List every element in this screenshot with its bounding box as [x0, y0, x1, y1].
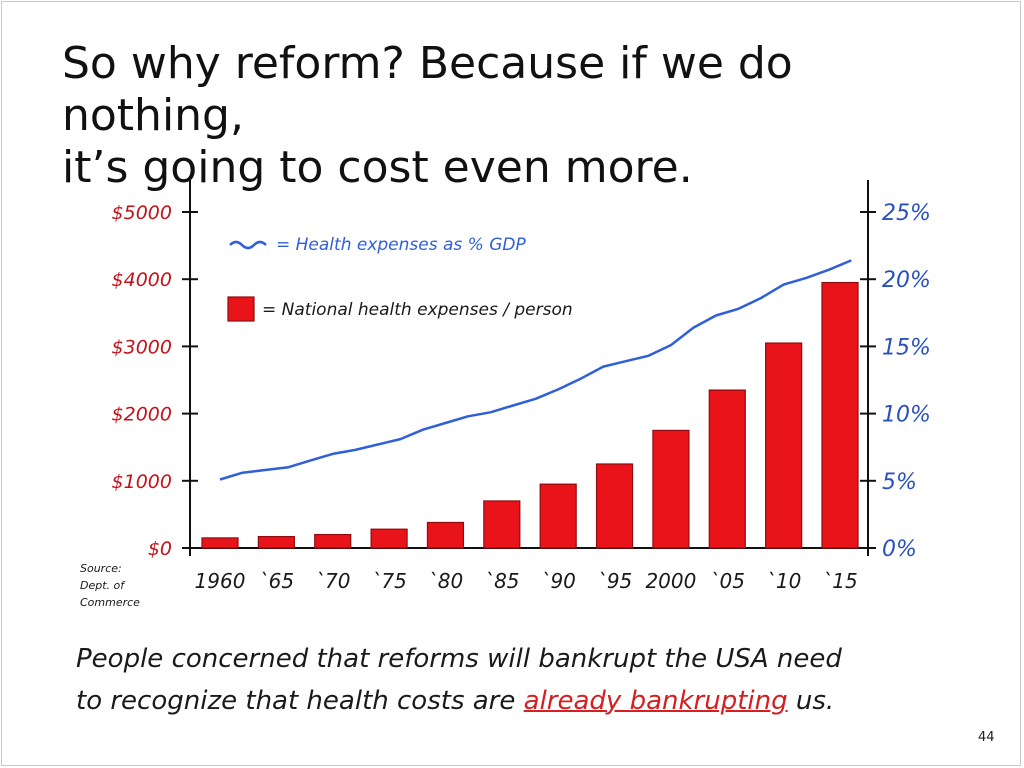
x-tick-label: `65: [259, 569, 294, 593]
left-tick-label: $2000: [112, 404, 172, 426]
slide-title: So why reform? Because if we do nothing,…: [62, 38, 962, 194]
x-tick-label: `95: [597, 569, 632, 593]
caption: People concerned that reforms will bankr…: [76, 638, 976, 722]
bar: [652, 429, 690, 549]
right-tick-label: 0%: [882, 537, 917, 562]
left-tick-label: $3000: [112, 336, 172, 358]
bar: [314, 533, 352, 549]
chart-axes: [182, 180, 876, 556]
bar: [483, 500, 521, 549]
line-series: [219, 259, 852, 481]
caption-line-1: People concerned that reforms will bankr…: [76, 644, 842, 674]
x-tick-label: `90: [540, 569, 575, 593]
bar: [595, 463, 634, 549]
x-tick-label: `10: [766, 569, 801, 593]
gdp-share-line: [219, 259, 852, 481]
page-number: 44: [978, 730, 995, 745]
x-tick-label: `15: [822, 569, 857, 593]
caption-highlight: already bankrupting: [523, 686, 788, 716]
legend-bar-label: = National health expenses / person: [262, 300, 573, 320]
bar: [821, 281, 859, 549]
legend-line-label: = Health expenses as % GDP: [276, 235, 526, 255]
left-tick-label: $1000: [112, 471, 172, 493]
x-tick-label: 2000: [645, 569, 696, 593]
left-axis-ticks: $5000 $4000 $3000 $2000 $1000 $0: [112, 202, 198, 560]
left-tick-label: $5000: [112, 202, 172, 224]
bar: [201, 537, 239, 549]
caption-line-2-post: us.: [787, 686, 835, 716]
x-tick-label: `80: [428, 569, 463, 593]
chart-legend: = Health expenses as % GDP = National hea…: [227, 235, 573, 322]
right-tick-label: 25%: [882, 201, 931, 226]
source-note-line: Commerce: [80, 596, 140, 609]
title-line-2: it’s going to cost even more.: [62, 142, 693, 193]
bar: [708, 389, 746, 549]
right-tick-label: 5%: [882, 470, 917, 495]
x-tick-label: 1960: [195, 569, 246, 593]
right-tick-label: 20%: [882, 268, 931, 293]
right-tick-label: 10%: [882, 403, 931, 428]
left-tick-label: $0: [148, 538, 172, 560]
bar-series: [201, 281, 859, 549]
x-tick-label: `85: [484, 569, 519, 593]
source-note-line: Source:: [80, 562, 122, 575]
title-line-1: So why reform? Because if we do nothing,: [62, 38, 793, 141]
left-tick-label: $4000: [112, 269, 172, 291]
right-axis-ticks: 25% 20% 15% 10% 5% 0%: [860, 201, 931, 562]
x-tick-label: `05: [710, 569, 745, 593]
bar: [539, 483, 577, 549]
x-tick-label: `75: [371, 569, 406, 593]
legend-line-swatch: [229, 240, 267, 250]
bar: [257, 535, 295, 549]
bar: [370, 528, 408, 549]
caption-line-2-pre: to recognize that health costs are: [76, 686, 524, 716]
bar: [426, 521, 465, 549]
x-axis-ticks: 1960 `65 `70 `75 `80 `85 `90 `95 2000 `05 `10 `15: [195, 569, 858, 593]
source-note: Source: Dept. of Commerce: [80, 562, 140, 609]
x-tick-label: `70: [315, 569, 350, 593]
right-tick-label: 15%: [882, 335, 931, 360]
bar: [765, 342, 803, 549]
legend-bar-swatch: [227, 296, 255, 322]
source-note-line: Dept. of: [80, 579, 126, 592]
